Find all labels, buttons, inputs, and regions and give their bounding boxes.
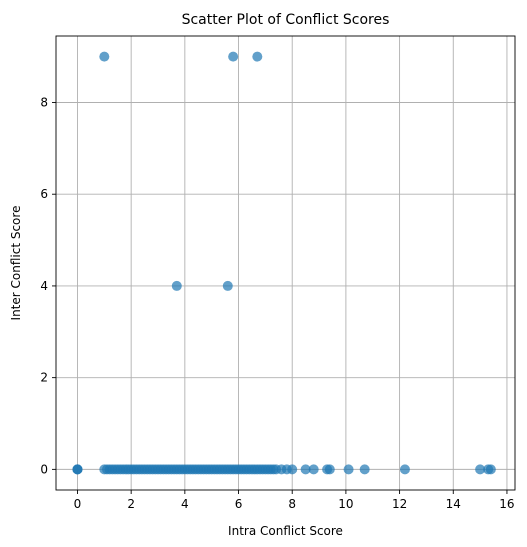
data-point	[287, 464, 297, 474]
chart-title: Scatter Plot of Conflict Scores	[182, 12, 390, 28]
x-tick-label: 2	[127, 497, 135, 511]
data-point	[325, 464, 335, 474]
data-point	[99, 52, 109, 62]
x-tick-label: 6	[235, 497, 243, 511]
y-tick-label: 0	[40, 462, 48, 476]
data-point	[360, 464, 370, 474]
x-tick-label: 4	[181, 497, 189, 511]
data-point	[252, 52, 262, 62]
axis-ticks: 0 2 4 6 8 10 12 14 16 0 2 4 6 8	[40, 95, 514, 511]
x-tick-label: 16	[499, 497, 514, 511]
data-point	[344, 464, 354, 474]
data-point	[309, 464, 319, 474]
y-tick-label: 6	[40, 187, 48, 201]
x-axis-label: Intra Conflict Score	[228, 524, 343, 538]
y-tick-label: 4	[40, 279, 48, 293]
data-point	[223, 281, 233, 291]
x-tick-label: 0	[74, 497, 82, 511]
y-tick-label: 2	[40, 371, 48, 385]
x-tick-label: 10	[338, 497, 353, 511]
plot-frame	[56, 36, 515, 490]
data-point	[400, 464, 410, 474]
x-tick-label: 14	[446, 497, 461, 511]
y-axis-label: Inter Conflict Score	[9, 206, 23, 321]
data-point	[72, 464, 82, 474]
data-point	[228, 52, 238, 62]
grid-lines	[56, 36, 515, 490]
data-point	[172, 281, 182, 291]
data-point	[486, 464, 496, 474]
x-tick-label: 8	[288, 497, 296, 511]
x-tick-label: 12	[392, 497, 407, 511]
y-tick-label: 8	[40, 95, 48, 109]
data-points	[72, 52, 495, 475]
